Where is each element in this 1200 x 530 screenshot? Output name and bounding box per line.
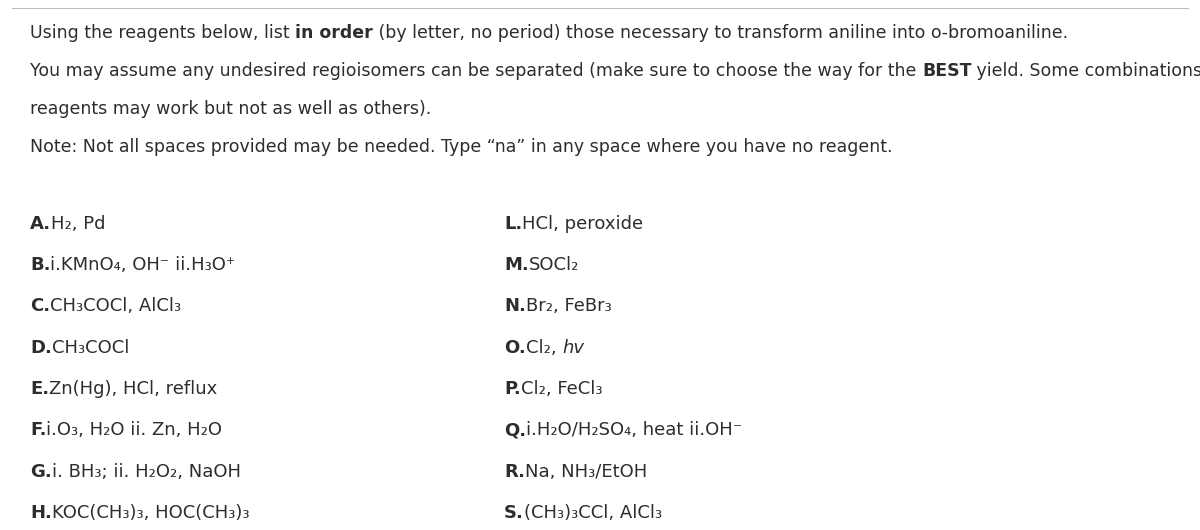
Text: S.: S. [504,504,524,522]
Text: H₂, Pd: H₂, Pd [52,215,106,233]
Text: R.: R. [504,463,526,481]
Text: E.: E. [30,380,49,398]
Text: A.: A. [30,215,52,233]
Text: i. BH₃; ii. H₂O₂, NaOH: i. BH₃; ii. H₂O₂, NaOH [52,463,241,481]
Text: Note: Not all spaces provided may be needed. Type “na” in any space where you ha: Note: Not all spaces provided may be nee… [30,138,893,156]
Text: H.: H. [30,504,52,522]
Text: L.: L. [504,215,522,233]
Text: Na, NH₃/EtOH: Na, NH₃/EtOH [526,463,647,481]
Text: D.: D. [30,339,52,357]
Text: G.: G. [30,463,52,481]
Text: SOCl₂: SOCl₂ [529,256,580,274]
Text: You may assume any undesired regioisomers can be separated (make sure to choose : You may assume any undesired regioisomer… [30,62,922,80]
Text: BEST: BEST [922,62,971,80]
Text: reagents may work but not as well as others).: reagents may work but not as well as oth… [30,100,431,118]
Text: O.: O. [504,339,526,357]
Text: Zn(Hg), HCl, reflux: Zn(Hg), HCl, reflux [49,380,217,398]
Text: i.KMnO₄, OH⁻ ii.H₃O⁺: i.KMnO₄, OH⁻ ii.H₃O⁺ [50,256,235,274]
Text: F.: F. [30,421,47,439]
Text: Using the reagents below, list: Using the reagents below, list [30,24,295,42]
Text: Br₂, FeBr₃: Br₂, FeBr₃ [526,297,612,315]
Text: CH₃COCl: CH₃COCl [52,339,130,357]
Text: P.: P. [504,380,521,398]
Text: Q.: Q. [504,421,526,439]
Text: N.: N. [504,297,526,315]
Text: yield. Some combinations of: yield. Some combinations of [971,62,1200,80]
Text: i.O₃, H₂O ii. Zn, H₂O: i.O₃, H₂O ii. Zn, H₂O [47,421,222,439]
Text: i.H₂O/H₂SO₄, heat ii.OH⁻: i.H₂O/H₂SO₄, heat ii.OH⁻ [526,421,743,439]
Text: M.: M. [504,256,529,274]
Text: (by letter, no period) those necessary to transform aniline into ο-bromoaniline.: (by letter, no period) those necessary t… [373,24,1068,42]
Text: KOC(CH₃)₃, HOC(CH₃)₃: KOC(CH₃)₃, HOC(CH₃)₃ [52,504,250,522]
Text: Cl₂,: Cl₂, [526,339,562,357]
Text: B.: B. [30,256,50,274]
Text: hv: hv [562,339,584,357]
Text: HCl, peroxide: HCl, peroxide [522,215,643,233]
Text: (CH₃)₃CCl, AlCl₃: (CH₃)₃CCl, AlCl₃ [524,504,662,522]
Text: CH₃COCl, AlCl₃: CH₃COCl, AlCl₃ [50,297,181,315]
Text: in order: in order [295,24,373,42]
Text: Cl₂, FeCl₃: Cl₂, FeCl₃ [521,380,602,398]
Text: C.: C. [30,297,50,315]
